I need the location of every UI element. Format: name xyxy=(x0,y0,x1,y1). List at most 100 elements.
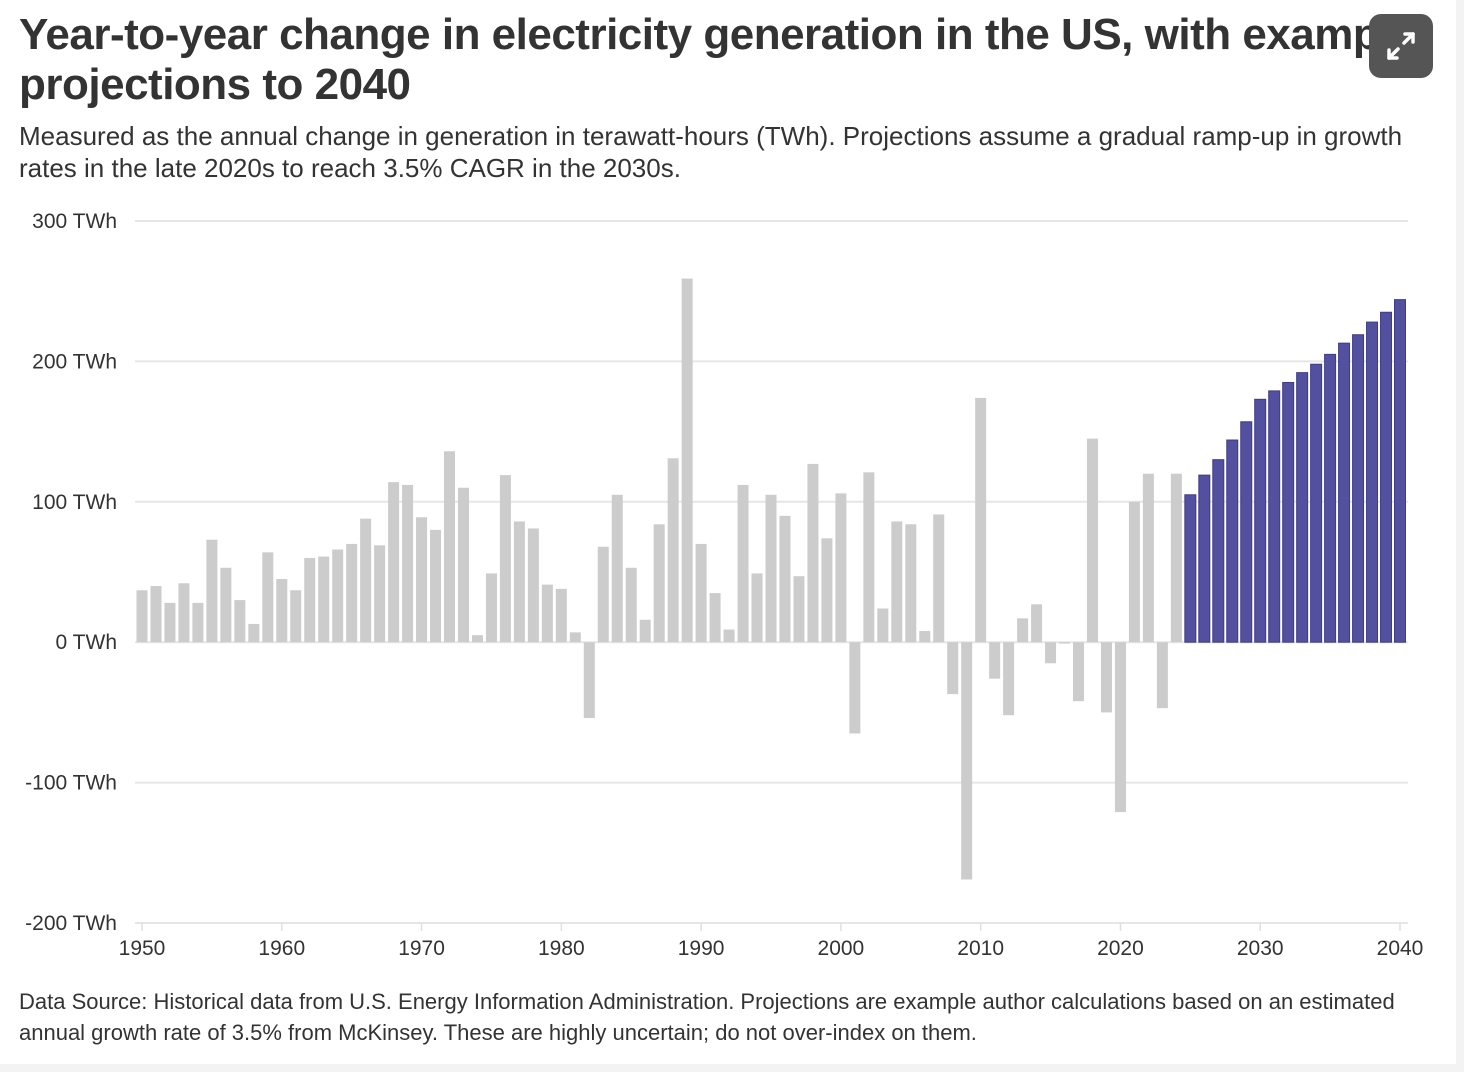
historical-bar-2012 xyxy=(1003,642,1015,716)
historical-bar-1989 xyxy=(681,278,693,643)
y-tick-label: 300 TWh xyxy=(32,210,117,233)
historical-bar-1990 xyxy=(695,543,707,643)
historical-bar-1950 xyxy=(136,590,148,643)
historical-bar-2001 xyxy=(849,642,861,734)
historical-bar-1961 xyxy=(290,590,302,643)
historical-bar-2008 xyxy=(947,642,959,695)
historical-bar-1985 xyxy=(625,567,637,643)
projection-bar-2040 xyxy=(1394,299,1406,643)
historical-bar-2021 xyxy=(1128,501,1140,643)
historical-bar-1992 xyxy=(723,629,735,643)
y-tick-label: -100 TWh xyxy=(25,772,117,795)
historical-bar-1958 xyxy=(248,623,260,643)
historical-bar-2004 xyxy=(891,521,903,643)
historical-bar-1983 xyxy=(597,546,609,643)
historical-bar-1976 xyxy=(499,475,511,643)
x-tick-label: 2010 xyxy=(957,937,1004,960)
historical-bar-1997 xyxy=(793,576,805,643)
historical-bar-2015 xyxy=(1045,642,1057,664)
x-axis-ticks: 1950 1960 1970 1980 1990 2000 2010 2020 2030 2040 xyxy=(119,923,1424,960)
historical-bar-2023 xyxy=(1156,642,1168,709)
historical-bar-1999 xyxy=(821,538,833,643)
projection-bar-2026 xyxy=(1198,474,1211,643)
x-tick-label: 1960 xyxy=(258,937,305,960)
projection-bar-2033 xyxy=(1296,372,1309,643)
historical-bar-1981 xyxy=(569,632,581,643)
historical-bar-1965 xyxy=(346,543,358,643)
x-tick-label: 1950 xyxy=(119,937,166,960)
historical-bar-1995 xyxy=(765,494,777,643)
historical-bar-2013 xyxy=(1017,618,1029,643)
historical-bar-1979 xyxy=(541,584,553,643)
historical-bar-1957 xyxy=(234,600,246,643)
historical-bar-1974 xyxy=(471,635,483,643)
projection-bar-2039 xyxy=(1380,311,1393,643)
x-tick-label: 1980 xyxy=(538,937,585,960)
historical-bar-2002 xyxy=(863,472,875,643)
projection-bar-2030 xyxy=(1254,398,1267,643)
y-tick-label: 0 TWh xyxy=(56,631,117,654)
chart-title-line-1: Year-to-year change in electricity gener… xyxy=(19,10,1415,59)
historical-bar-2019 xyxy=(1100,642,1112,713)
historical-bar-1966 xyxy=(360,518,372,643)
historical-bar-1962 xyxy=(304,557,316,643)
x-tick-label: 2020 xyxy=(1097,937,1144,960)
historical-bar-2000 xyxy=(835,493,847,643)
historical-bar-2009 xyxy=(961,642,973,880)
projection-bar-2027 xyxy=(1212,459,1225,643)
historical-bar-1996 xyxy=(779,515,791,643)
historical-bar-2024 xyxy=(1170,473,1182,643)
historical-bar-2017 xyxy=(1073,642,1085,702)
historical-bar-1955 xyxy=(206,539,218,643)
expand-icon xyxy=(1387,32,1415,60)
bar-chart: 300 TWh 200 TWh 100 TWh 0 TWh -100 TWh -200 T… xyxy=(25,210,1424,960)
historical-bar-1971 xyxy=(430,529,442,643)
x-tick-label: 1990 xyxy=(678,937,725,960)
historical-bar-2018 xyxy=(1086,438,1098,643)
projection-bar-2031 xyxy=(1268,390,1281,643)
historical-bar-1951 xyxy=(150,586,162,643)
historical-bar-2011 xyxy=(989,642,1001,679)
historical-bar-2022 xyxy=(1142,473,1154,643)
historical-bar-1953 xyxy=(178,583,190,643)
historical-bar-2005 xyxy=(905,524,917,643)
historical-bar-1987 xyxy=(653,524,665,643)
historical-bar-2014 xyxy=(1031,604,1043,643)
historical-bar-1975 xyxy=(485,573,497,643)
historical-bar-1968 xyxy=(388,482,400,643)
y-tick-label: 100 TWh xyxy=(32,491,117,514)
historical-bar-1982 xyxy=(583,642,595,719)
historical-bar-1960 xyxy=(276,579,288,643)
historical-bar-1991 xyxy=(709,593,721,643)
chart-title: Year-to-year change in electricity gener… xyxy=(19,10,1419,110)
chart-title-line-2: projections to 2040 xyxy=(19,60,411,109)
x-tick-label: 1970 xyxy=(398,937,445,960)
y-tick-label: 200 TWh xyxy=(32,350,117,373)
historical-bar-1980 xyxy=(555,588,567,643)
projection-bar-2025 xyxy=(1184,494,1197,643)
projection-bar-2034 xyxy=(1310,363,1323,643)
historical-bar-2016 xyxy=(1059,642,1071,644)
historical-bar-2003 xyxy=(877,608,889,643)
historical-bar-1972 xyxy=(444,451,456,643)
projection-bar-2035 xyxy=(1324,353,1337,643)
historical-bar-1954 xyxy=(192,602,204,643)
historical-bar-2006 xyxy=(919,630,931,643)
x-tick-label: 2040 xyxy=(1377,937,1424,960)
y-tick-label: -200 TWh xyxy=(25,912,117,935)
historical-bar-1969 xyxy=(402,484,414,643)
expand-button[interactable] xyxy=(1369,14,1433,78)
historical-bar-1963 xyxy=(318,556,330,643)
historical-bar-1956 xyxy=(220,567,232,643)
x-tick-label: 2030 xyxy=(1237,937,1284,960)
projection-bar-2028 xyxy=(1226,439,1239,643)
historical-bar-2007 xyxy=(933,514,945,643)
historical-bar-1994 xyxy=(751,573,763,643)
y-axis-ticks: 300 TWh 200 TWh 100 TWh 0 TWh -100 TWh -200 T… xyxy=(25,210,117,935)
historical-bar-1973 xyxy=(457,487,469,643)
historical-bar-1970 xyxy=(416,517,428,643)
historical-bar-1984 xyxy=(611,494,623,643)
historical-bar-1993 xyxy=(737,484,749,643)
historical-bar-1959 xyxy=(262,552,274,643)
